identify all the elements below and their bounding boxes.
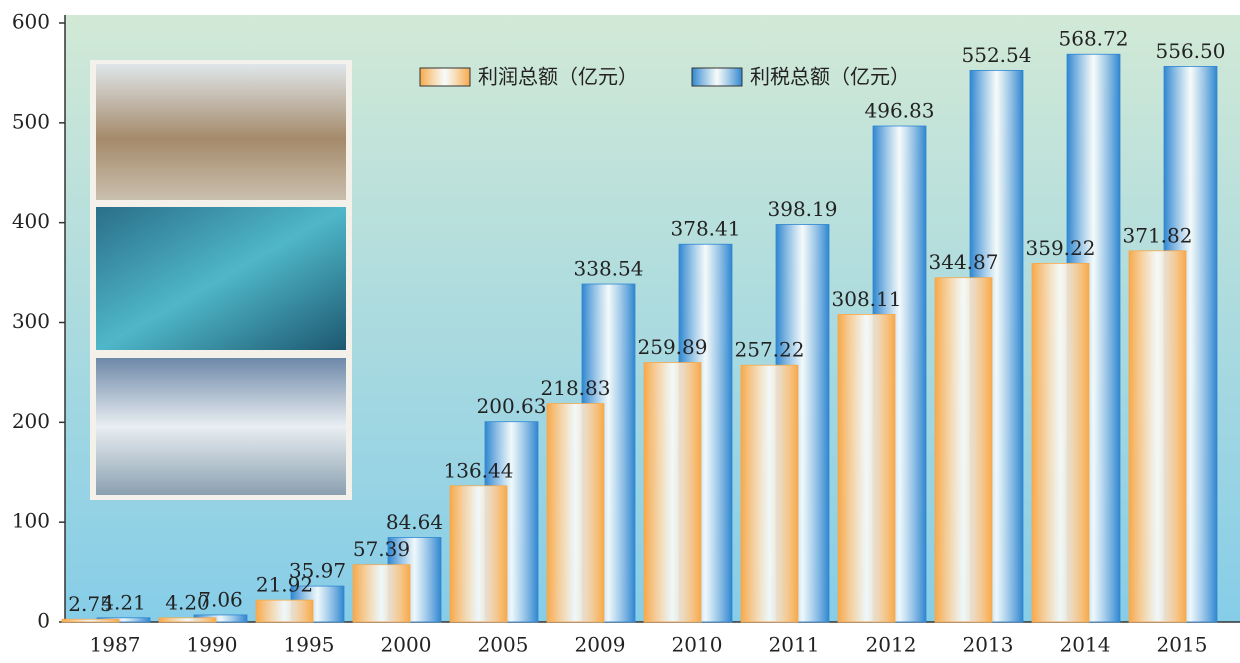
bar xyxy=(159,618,216,622)
x-tick-label: 2009 xyxy=(575,633,626,657)
y-tick-label: 200 xyxy=(12,409,50,433)
chart: 0 100 200 300 400 500 600 1987 1990 1995 2000 2005 2… xyxy=(0,0,1240,663)
y-tick-label: 600 xyxy=(12,10,50,34)
bar xyxy=(838,314,895,622)
bar xyxy=(256,600,313,622)
data-label: 200.63 xyxy=(477,394,547,418)
data-label: 344.87 xyxy=(929,250,999,274)
legend-swatch xyxy=(692,68,742,86)
data-label: 21.92 xyxy=(256,573,313,597)
photo xyxy=(96,207,346,350)
x-tick-label: 2005 xyxy=(478,633,529,657)
x-tick-label: 1995 xyxy=(284,633,335,657)
bar xyxy=(741,365,798,622)
bar xyxy=(644,363,701,622)
x-tick-label: 1987 xyxy=(90,633,141,657)
data-label: 496.83 xyxy=(865,98,935,122)
x-tick-label: 2000 xyxy=(381,633,432,657)
y-tick-label: 400 xyxy=(12,209,50,233)
x-tick-label: 2013 xyxy=(963,633,1014,657)
legend-label: 利润总额（亿元） xyxy=(478,65,638,89)
data-label: 257.22 xyxy=(735,338,805,362)
data-label: 308.11 xyxy=(832,287,902,311)
x-tick-label: 2014 xyxy=(1060,633,1111,657)
data-label: 259.89 xyxy=(638,335,708,359)
bar xyxy=(353,565,410,622)
x-tick-label: 2015 xyxy=(1157,633,1208,657)
data-label: 338.54 xyxy=(574,257,644,281)
data-label: 4.20 xyxy=(165,590,210,614)
photo-collage xyxy=(90,60,352,500)
data-label: 378.41 xyxy=(671,217,741,241)
data-label: 398.19 xyxy=(768,197,838,221)
page: 0 100 200 300 400 500 600 1987 1990 1995 2000 2005 2… xyxy=(0,0,1240,663)
photo xyxy=(96,64,346,200)
legend-swatch xyxy=(420,68,470,86)
y-tick-label: 0 xyxy=(37,609,50,633)
x-tick-label: 2012 xyxy=(866,633,917,657)
y-tick-label: 500 xyxy=(12,109,50,133)
photo xyxy=(96,358,346,495)
legend-label: 利税总额（亿元） xyxy=(750,65,910,89)
data-label: 136.44 xyxy=(444,458,514,482)
y-tick-label: 100 xyxy=(12,509,50,533)
data-label: 568.72 xyxy=(1059,27,1129,51)
bar xyxy=(450,486,507,622)
data-label: 556.50 xyxy=(1156,39,1226,63)
y-tick-label: 300 xyxy=(12,309,50,333)
data-label: 2.75 xyxy=(68,592,113,616)
bar xyxy=(547,404,604,622)
data-label: 359.22 xyxy=(1026,236,1096,260)
data-label: 57.39 xyxy=(353,537,410,561)
bar xyxy=(935,278,992,622)
data-label: 218.83 xyxy=(541,376,611,400)
data-label: 552.54 xyxy=(962,43,1032,67)
bar xyxy=(1032,263,1089,622)
data-label: 84.64 xyxy=(386,510,443,534)
x-tick-label: 2011 xyxy=(769,633,820,657)
x-tick-label: 2010 xyxy=(672,633,723,657)
data-label: 371.82 xyxy=(1123,223,1193,247)
bar xyxy=(62,619,119,622)
bar xyxy=(1129,251,1186,622)
x-tick-label: 1990 xyxy=(187,633,238,657)
